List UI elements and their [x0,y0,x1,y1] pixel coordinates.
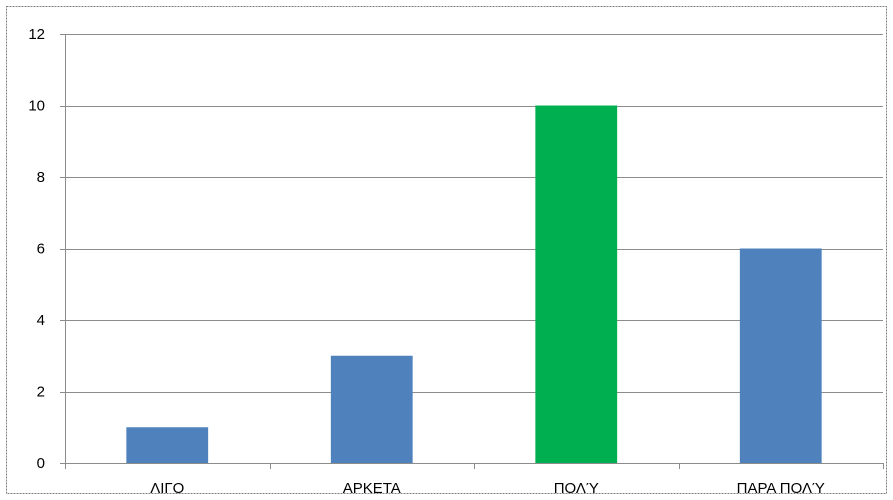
bar-2 [330,355,413,463]
x-category-label: ΛΙΓΟ [150,480,184,497]
bar-4 [739,248,822,463]
bar-3 [535,105,618,463]
y-tick-label: 4 [37,312,45,329]
y-tick-label: 0 [37,455,45,472]
bars [126,105,822,463]
y-tick-label: 10 [28,98,45,115]
labels: 0 2 4 6 8 10 12 ΛΙΓΟ ΑΡΚΕΤΑ ΠΟΛΎ ΠΑΡΑ ΠΟΛΎ [28,26,825,497]
y-tick-label: 2 [37,384,45,401]
y-tick-label: 6 [37,241,45,258]
bar-1 [126,427,209,463]
x-category-label: ΠΑΡΑ ΠΟΛΎ [737,480,825,497]
x-category-label: ΠΟΛΎ [554,480,599,497]
y-tick-label: 8 [37,169,45,186]
x-category-label: ΑΡΚΕΤΑ [343,480,401,497]
axes [60,34,884,469]
y-tick-label: 12 [28,26,45,43]
